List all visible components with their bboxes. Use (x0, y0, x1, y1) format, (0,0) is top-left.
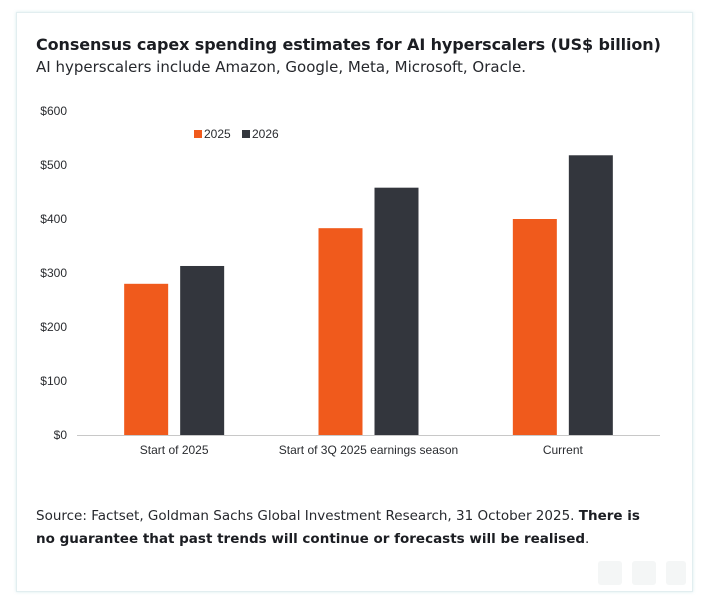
bar-2025-1 (318, 228, 363, 435)
bar-2025-0 (124, 283, 169, 435)
chart-subtitle: AI hyperscalers include Amazon, Google, … (36, 58, 527, 76)
y-tick-label: $0 (54, 428, 68, 442)
y-tick-label: $300 (40, 266, 67, 280)
source-note: Source: Factset, Goldman Sachs Global In… (36, 505, 656, 551)
bar-2026-0 (180, 265, 225, 435)
y-tick-label: $100 (40, 374, 67, 388)
x-tick-label: Start of 2025 (140, 443, 209, 457)
disclaimer-end: . (585, 531, 590, 547)
x-tick-label: Start of 3Q 2025 earnings season (279, 443, 458, 457)
toolbar-button-1[interactable] (598, 561, 622, 585)
legend-swatch-2026 (242, 130, 250, 138)
bar-2026-1 (374, 187, 419, 435)
chart-title: Consensus capex spending estimates for A… (36, 35, 661, 54)
y-tick-label: $600 (40, 104, 67, 118)
legend-label-2026: 2026 (252, 127, 279, 141)
disclaimer-text: There is no guarantee that past trends w… (36, 508, 640, 547)
x-tick-label: Current (543, 443, 584, 457)
bar-2025-2 (512, 219, 557, 435)
source-text: Source: Factset, Goldman Sachs Global In… (36, 508, 579, 524)
y-tick-label: $500 (40, 158, 67, 172)
bar-2026-2 (568, 155, 613, 435)
toolbar-button-3[interactable] (666, 561, 686, 585)
legend-swatch-2025 (194, 130, 202, 138)
toolbar-button-2[interactable] (632, 561, 656, 585)
y-tick-label: $200 (40, 320, 67, 334)
legend-label-2025: 2025 (204, 127, 231, 141)
y-tick-label: $400 (40, 212, 67, 226)
